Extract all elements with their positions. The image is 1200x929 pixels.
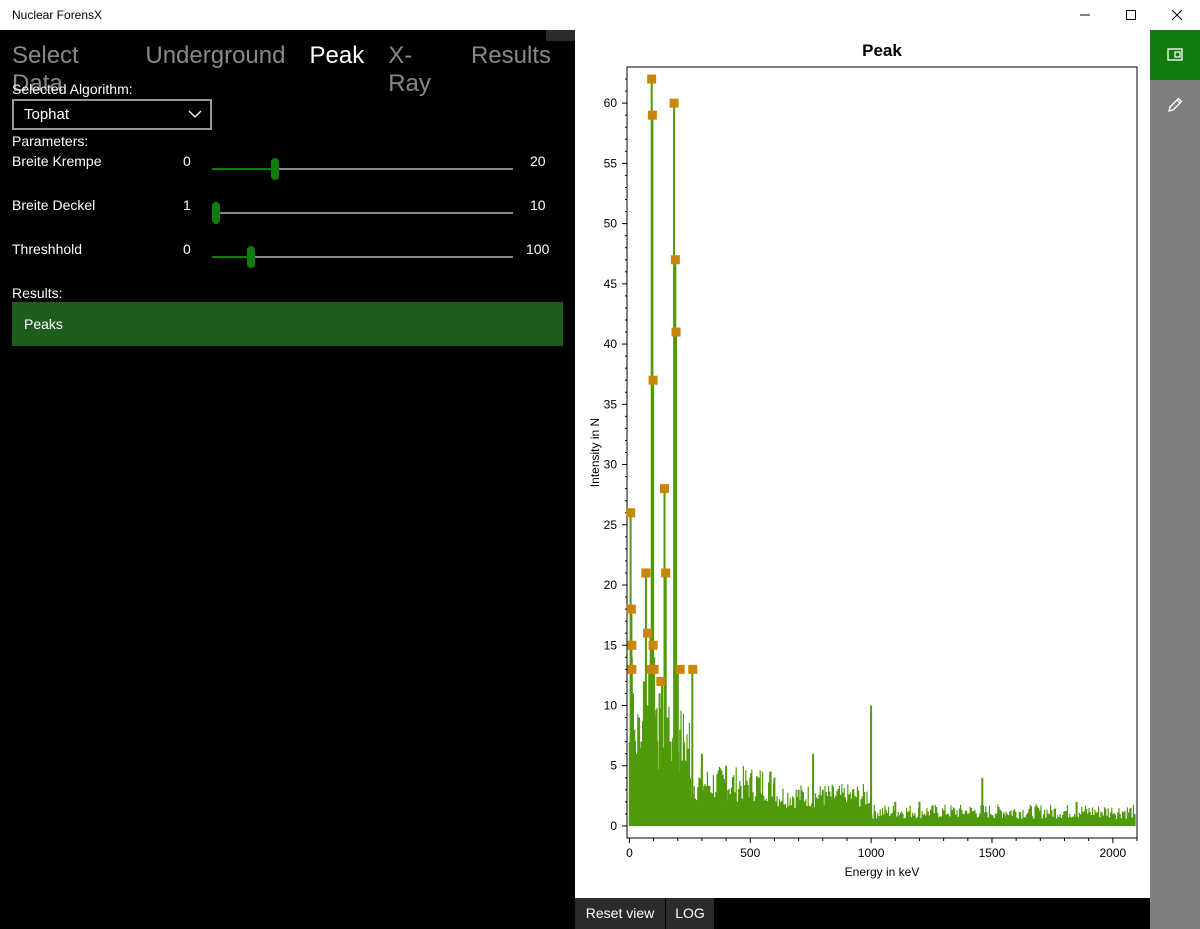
slider-fill [212,168,275,170]
peak-marker [675,664,685,674]
y-axis-label: Intensity in N [588,418,602,487]
parameters-label: Parameters: [12,133,89,149]
maximize-icon [1126,10,1136,20]
tab-select-data[interactable]: Select Data [12,42,79,97]
y-tick-label: 30 [604,458,618,472]
slider-track[interactable] [212,212,513,214]
right-rail [1150,30,1200,929]
minimize-icon [1080,14,1090,16]
peak-marker [661,568,671,578]
spectrum-series [629,79,1136,826]
slider-thumb[interactable] [270,158,279,180]
y-tick-label: 55 [604,156,618,170]
peaks-result-item[interactable]: Peaks [12,302,563,346]
y-tick-label: 25 [604,518,618,532]
title-bar: Nuclear ForensX [0,0,1200,30]
param-threshhold-min: 0 [183,241,191,257]
y-tick-label: 40 [604,337,618,351]
param-breite-krempe-label: Breite Krempe [12,153,102,169]
x-tick-label: 1000 [858,846,885,860]
peak-marker [647,110,657,120]
minimize-button[interactable] [1062,0,1108,30]
chart-area[interactable]: Peak 0 5 10 15 20 25 30 35 40 45 50 55 60 0 500 1000 1500… [575,30,1150,898]
y-tick-label: 60 [604,96,618,110]
slider-track[interactable] [212,256,513,258]
y-tick-label: 50 [604,217,618,231]
x-tick-label: 2000 [1099,846,1126,860]
algorithm-selected-value: Tophat [24,106,70,123]
x-tick-label: 500 [740,846,760,860]
param-breite-deckel-min: 1 [183,197,191,213]
plot-frame [626,66,1138,839]
param-breite-krempe-max: 20 [530,153,546,169]
peak-marker [626,508,636,518]
chart-title: Peak [862,41,902,60]
slider-thumb[interactable] [247,246,256,268]
panel-layout-icon [1167,48,1183,61]
tab-peak[interactable]: Peak [309,42,365,69]
y-tick-label: 0 [610,819,617,833]
peak-marker [626,604,636,614]
param-breite-deckel-max: 10 [530,197,546,213]
peak-marker [649,664,659,674]
y-tick-label: 20 [604,578,618,592]
peak-marker [670,255,680,265]
peak-marker [659,484,669,494]
chevron-down-icon [188,110,202,118]
results-label: Results: [12,285,63,301]
pivot-tabs: Select Data Underground Peak X-Ray Resul… [12,42,575,98]
peak-marker [641,568,651,578]
tab-results[interactable]: Results [470,42,551,69]
panel-toggle-button[interactable] [1150,30,1200,80]
param-threshhold-label: Threshhold [12,241,83,257]
y-tick-label: 45 [604,277,618,291]
param-threshhold-max: 100 [526,241,550,257]
x-tick-label: 0 [626,846,633,860]
x-axis-label: Energy in keV [845,865,920,879]
x-tick-label: 1500 [979,846,1006,860]
spectrum-noise [628,706,1134,826]
peaks-label: Peaks [24,316,63,332]
y-tick-label: 5 [610,759,617,773]
log-button[interactable]: LOG [666,898,714,929]
peak-marker [688,664,698,674]
tab-x-ray[interactable]: X-Ray [388,42,431,97]
algorithm-label: Selected Algorithm: [12,81,133,97]
param-breite-deckel-label: Breite Deckel [12,197,96,213]
y-tick-label: 15 [604,638,618,652]
edit-button[interactable] [1150,80,1200,130]
pencil-icon [1168,97,1183,112]
peak-marker [627,664,637,674]
left-panel: Select Data Underground Peak X-Ray Resul… [0,30,654,929]
close-icon [1171,9,1183,21]
slider-thumb[interactable] [212,202,220,224]
peak-marker [643,628,653,638]
peak-marker [671,327,681,337]
maximize-button[interactable] [1108,0,1154,30]
close-button[interactable] [1154,0,1200,30]
peak-chart[interactable]: Peak 0 5 10 15 20 25 30 35 40 45 50 55 60 0 500 1000 1500… [575,30,1150,898]
peak-marker [656,676,666,686]
reset-view-button[interactable]: Reset view [575,898,665,929]
algorithm-dropdown[interactable]: Tophat [12,99,212,130]
peak-marker [627,640,637,650]
param-breite-krempe-min: 0 [183,153,191,169]
slider-fill [212,256,252,258]
tab-underground[interactable]: Underground [145,42,286,69]
window-title: Nuclear ForensX [12,8,103,22]
peak-marker [669,98,679,108]
peak-marker [648,375,658,385]
y-tick-label: 35 [604,397,618,411]
slider-track[interactable] [212,168,513,170]
bottom-command-bar: Reset view LOG [575,898,1150,929]
peak-marker [647,74,657,84]
y-tick-label: 10 [604,698,618,712]
peak-marker [648,640,658,650]
